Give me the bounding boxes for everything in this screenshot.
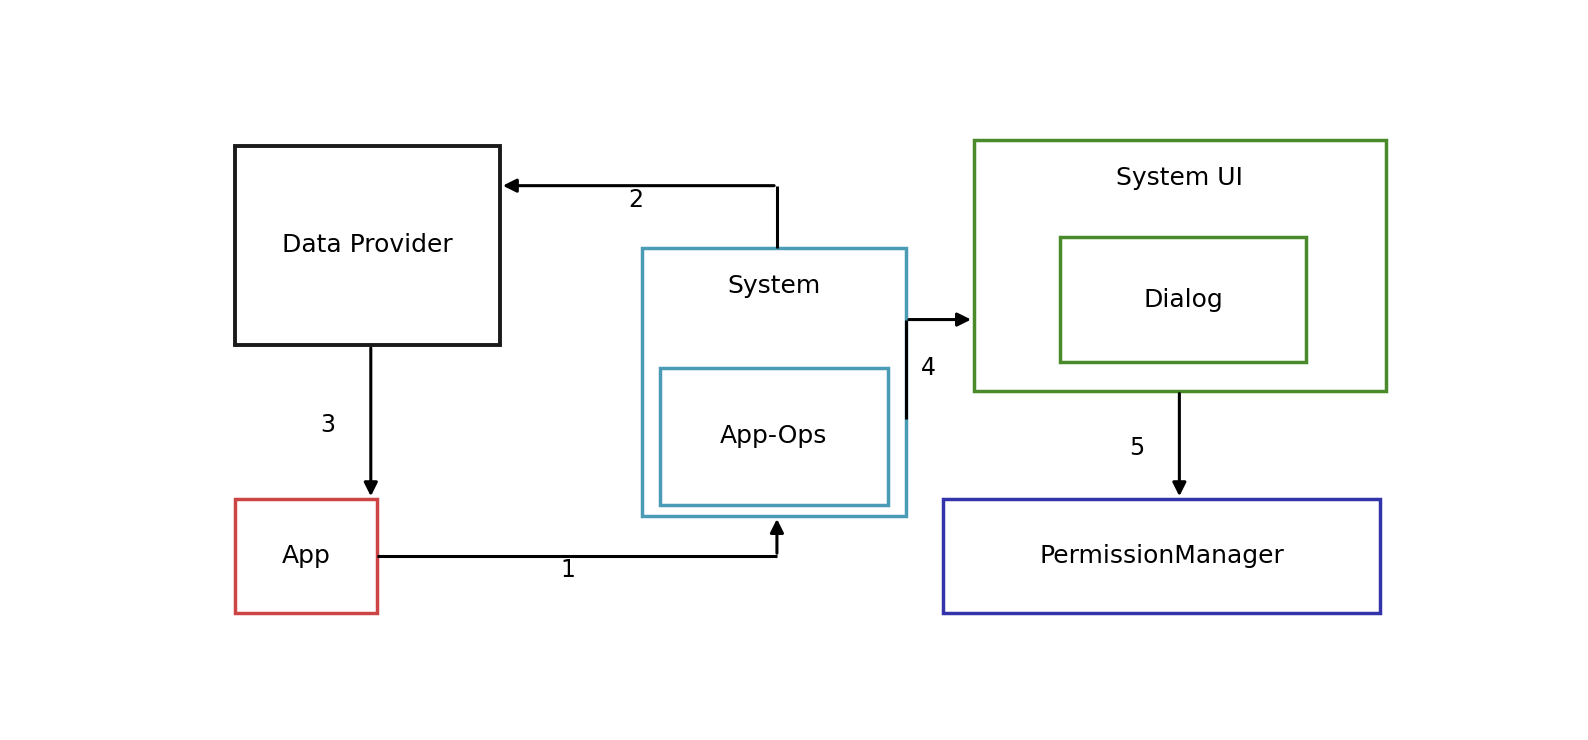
Text: 1: 1 [561,558,575,582]
FancyBboxPatch shape [973,140,1386,391]
FancyBboxPatch shape [661,368,888,505]
FancyBboxPatch shape [1061,237,1305,363]
Text: Dialog: Dialog [1143,288,1223,312]
FancyBboxPatch shape [642,249,907,517]
Text: 2: 2 [627,188,643,212]
Text: 3: 3 [321,413,335,437]
Text: 4: 4 [921,356,935,380]
FancyBboxPatch shape [943,499,1380,613]
Text: 5: 5 [1129,436,1143,460]
Text: App: App [281,544,330,568]
FancyBboxPatch shape [235,146,500,345]
Text: App-Ops: App-Ops [721,424,827,448]
Text: PermissionManager: PermissionManager [1039,544,1285,568]
FancyBboxPatch shape [235,499,376,613]
Text: System UI: System UI [1116,166,1243,189]
Text: Data Provider: Data Provider [283,234,453,258]
Text: System: System [727,274,821,298]
